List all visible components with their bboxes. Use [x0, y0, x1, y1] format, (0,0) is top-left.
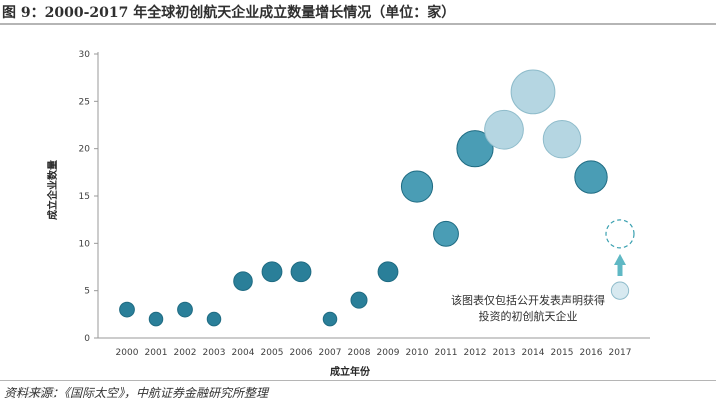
up-arrow-icon — [614, 253, 626, 277]
x-tick-label: 2008 — [348, 348, 371, 358]
x-tick-label: 2002 — [174, 348, 197, 358]
bubble-2014 — [510, 69, 556, 115]
bubble-2013 — [484, 109, 524, 150]
title-bar: 图 9：2000-2017 年全球初创航天企业成立数量增长情况（单位：家） — [0, 0, 716, 24]
axes-layer: 0 5 10 15 20 25 30 2000 2001 2002 2003 2004 2005 2006… — [79, 50, 650, 358]
x-tick-label: 2017 — [609, 348, 632, 358]
x-tick-label: 2000 — [116, 348, 139, 358]
x-tick-label: 2015 — [551, 348, 574, 358]
bubble-chart: 0 5 10 15 20 25 30 2000 2001 2002 2003 2004 2005 2006… — [46, 50, 650, 378]
annotation-line-2: 投资的初创航天企业 — [479, 309, 578, 323]
x-tick-label: 2004 — [232, 348, 255, 358]
x-tick-label: 2005 — [261, 348, 284, 358]
x-tick-label: 2014 — [522, 348, 545, 358]
chart-title: 图 9：2000-2017 年全球初创航天企业成立数量增长情况（单位：家） — [2, 5, 456, 21]
x-tick-label: 2016 — [580, 348, 603, 358]
bubbles-layer — [119, 69, 635, 327]
y-tick-label: 20 — [79, 145, 91, 155]
y-tick-label: 15 — [79, 192, 90, 202]
y-tick-label: 0 — [84, 334, 90, 344]
x-tick-label: 2013 — [493, 348, 516, 358]
y-axis-title: 成立企业数量 — [46, 160, 59, 220]
y-tick-label: 25 — [79, 97, 90, 107]
x-tick-label: 2009 — [377, 348, 400, 358]
bubble-2005 — [261, 261, 283, 283]
x-tick-label: 2001 — [145, 348, 168, 358]
bubble-2016 — [574, 160, 608, 194]
y-tick-label: 30 — [79, 50, 91, 60]
bubble-2015 — [542, 119, 582, 159]
bubble-2000 — [119, 301, 135, 318]
y-tick-label: 5 — [84, 287, 90, 297]
bubble-2010 — [400, 170, 434, 203]
bubble-2011 — [433, 220, 459, 247]
x-tick-label: 2003 — [203, 348, 226, 358]
x-tick-label: 2006 — [290, 348, 313, 358]
x-tick-label: 2007 — [319, 348, 342, 358]
x-tick-label: 2011 — [435, 348, 458, 358]
bubble-2006 — [290, 261, 312, 283]
bubble-2003 — [206, 311, 222, 327]
bottom-rule — [0, 380, 716, 381]
bubble-2017 — [610, 281, 630, 300]
y-tick-label: 10 — [79, 239, 91, 249]
bubble-2004 — [233, 271, 253, 291]
x-tick-label: 2010 — [406, 348, 429, 358]
bubble-2002 — [177, 301, 193, 318]
bubble-2001 — [148, 311, 164, 327]
x-tick-label: 2012 — [464, 348, 487, 358]
x-axis-title: 成立年份 — [330, 365, 371, 378]
bubble-2007 — [322, 311, 338, 327]
source-note: 资料来源：《国际太空》，中航证券金融研究所整理 — [4, 386, 269, 400]
bubble-2008 — [350, 291, 368, 309]
projected-bubble — [605, 219, 635, 249]
bubble-2009 — [377, 261, 399, 283]
annotation-line-1: 该图表仅包括公开发表声明获得 — [451, 293, 605, 307]
bubble-2012 — [456, 130, 494, 168]
top-rule — [0, 23, 716, 25]
